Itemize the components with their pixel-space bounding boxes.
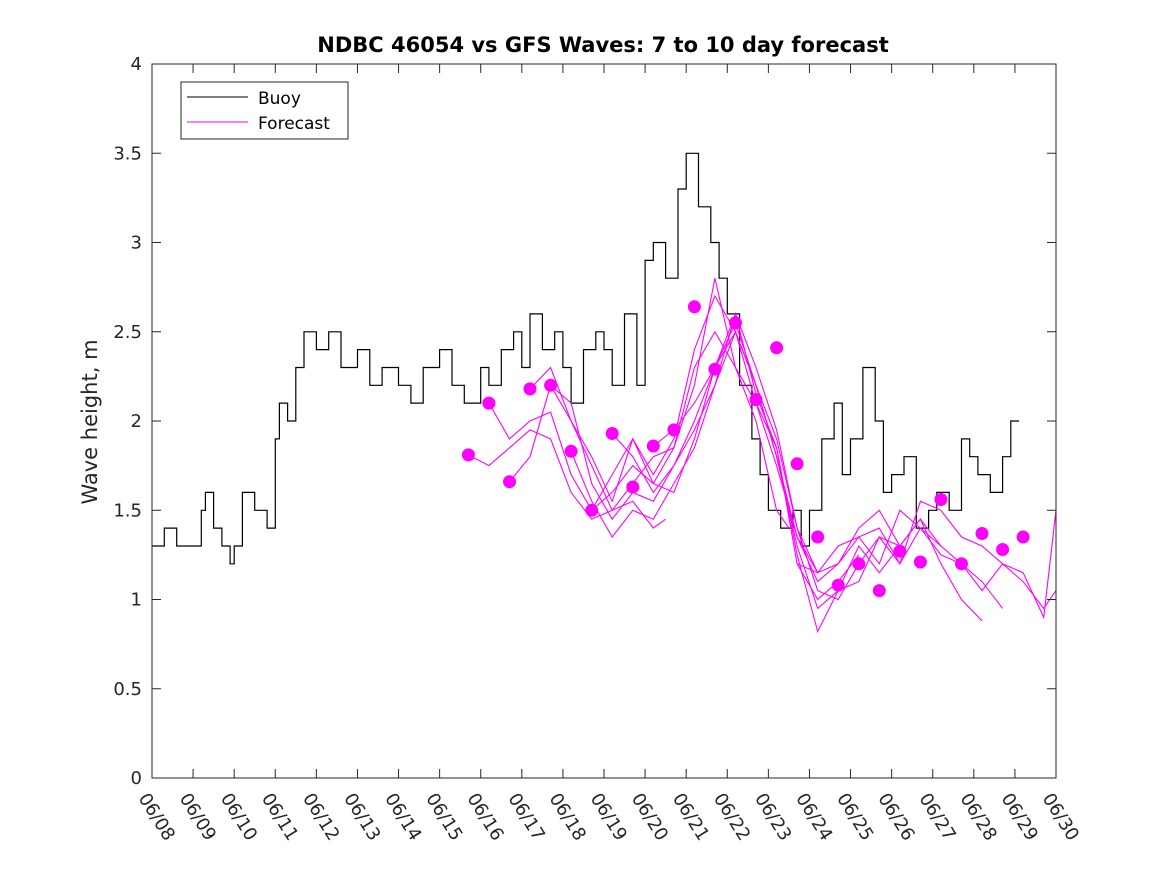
forecast-point [646,439,660,453]
series-line-forecast-run-9 [796,500,1057,620]
y-tick-label: 1 [131,590,142,611]
forecast-point [831,578,845,592]
series-line-forecast-run-2 [509,294,819,573]
forecast-point [872,584,886,598]
y-tick-label: 0.5 [113,679,142,700]
forecast-point [544,378,558,392]
y-tick-label: 2.5 [113,322,142,343]
forecast-point [1016,530,1030,544]
forecast-point [708,362,722,376]
y-axis-label: Wave height, m [78,339,102,504]
forecast-point [955,557,968,571]
series-line-forecast-run-8 [652,321,1057,610]
forecast-point [811,530,825,544]
legend-buoy-label: Buoy [258,89,301,109]
series-line-forecast-run-3 [529,278,860,601]
y-tick-label: 0 [131,768,142,789]
forecast-point [790,457,804,471]
forecast-point [729,316,742,330]
forecast-point [893,544,907,558]
forecast-point [749,393,763,407]
y-tick-label: 3 [131,233,142,254]
forecast-point [975,527,989,540]
forecast-point [503,475,516,489]
legend-box [180,81,349,140]
forecast-point [482,396,496,410]
forecast-point [770,341,784,355]
plot-area [152,152,1057,634]
y-tick-label: 3.5 [113,143,142,164]
forecast-point [852,557,866,571]
forecast-point [564,444,578,458]
series-line-buoy [152,152,1019,565]
forecast-point [687,300,701,314]
chart-title: NDBC 46054 vs GFS Waves: 7 to 10 day for… [317,33,888,57]
forecast-point [667,423,681,437]
forecast-point [605,427,619,440]
forecast-point [934,493,948,506]
legend-forecast-label: Forecast [258,114,330,134]
y-tick-label: 1.5 [113,500,142,521]
forecast-point [996,543,1010,556]
forecast-point [461,448,475,462]
y-tick-label: 2 [131,411,142,432]
forecast-point [626,480,640,494]
series-line-forecast-run-0 [468,429,666,529]
forecast-point [523,382,537,396]
forecast-point [913,555,927,569]
forecast-point [585,503,599,517]
series-line-forecast-run-7 [611,330,1004,609]
legend: Buoy Forecast [180,81,349,140]
y-tick-label: 4 [131,54,142,75]
